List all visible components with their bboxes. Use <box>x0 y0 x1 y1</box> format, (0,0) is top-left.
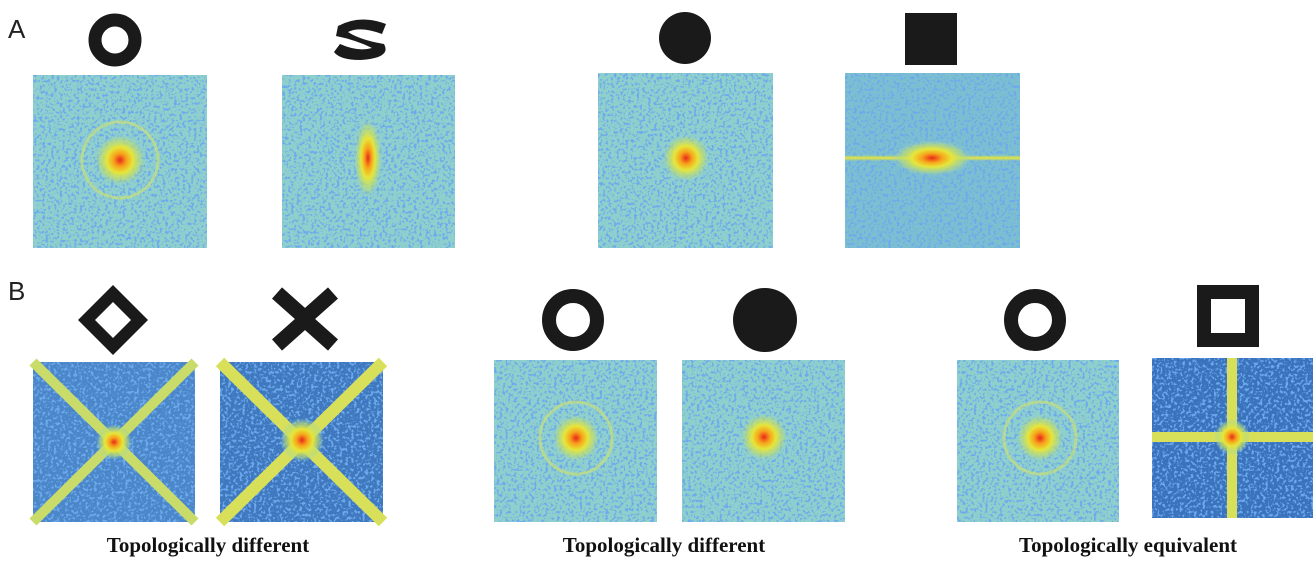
panel-label: B <box>8 276 25 306</box>
spectrum <box>220 362 383 522</box>
spectrum <box>598 73 773 248</box>
caption: Topologically different <box>563 533 765 557</box>
spectrum <box>1152 358 1313 518</box>
spectrum <box>957 360 1119 522</box>
caption: Topologically equivalent <box>1019 533 1237 557</box>
spectrum <box>494 360 657 522</box>
panel-label: A <box>8 14 26 44</box>
figure: A B <box>0 0 1313 563</box>
spectrum <box>282 75 455 248</box>
spectrum <box>33 75 207 248</box>
spectrum <box>845 73 1020 248</box>
spectrum <box>33 362 195 522</box>
shapes-b <box>78 285 1259 355</box>
caption: Topologically different <box>107 533 309 557</box>
page: A B <box>0 0 1313 563</box>
spectrum <box>682 360 845 522</box>
shapes-a <box>95 12 957 65</box>
